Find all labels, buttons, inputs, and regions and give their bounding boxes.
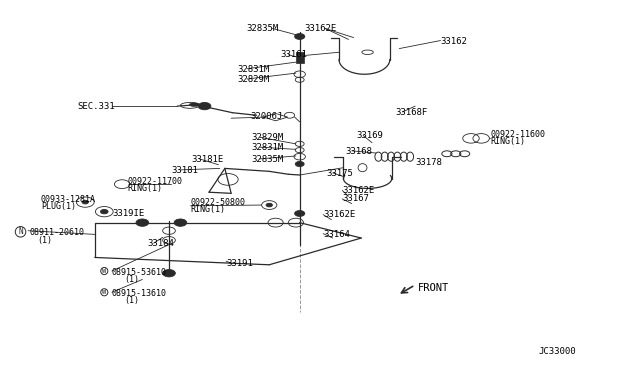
Text: 33168: 33168 xyxy=(346,147,372,156)
Text: PLUG(1): PLUG(1) xyxy=(41,202,76,211)
Text: 08915-53610: 08915-53610 xyxy=(112,267,167,277)
Text: (1): (1) xyxy=(125,275,140,284)
Text: 33181: 33181 xyxy=(171,166,198,175)
Text: 32829M: 32829M xyxy=(252,133,284,142)
Text: 33161: 33161 xyxy=(281,50,308,59)
Circle shape xyxy=(174,219,187,226)
Text: 3319IE: 3319IE xyxy=(112,209,144,218)
Text: 08915-13610: 08915-13610 xyxy=(112,289,167,298)
Text: (1): (1) xyxy=(38,236,52,245)
Text: FRONT: FRONT xyxy=(419,283,449,293)
Text: JC33000: JC33000 xyxy=(539,347,577,356)
Circle shape xyxy=(295,161,304,167)
Text: 32831M: 32831M xyxy=(237,65,270,74)
Circle shape xyxy=(198,102,211,110)
Text: 00922-11600: 00922-11600 xyxy=(490,130,545,139)
Text: RING(1): RING(1) xyxy=(490,137,525,146)
Bar xyxy=(296,52,303,63)
Text: 32835M: 32835M xyxy=(247,24,279,33)
Text: 33162E: 33162E xyxy=(342,186,374,195)
Text: 33169: 33169 xyxy=(356,131,383,140)
Text: 00922-50800: 00922-50800 xyxy=(191,198,246,207)
Text: 33178: 33178 xyxy=(415,158,442,167)
Text: 33184: 33184 xyxy=(147,240,174,248)
Text: 08911-20610: 08911-20610 xyxy=(29,228,84,237)
Text: 32835M: 32835M xyxy=(252,155,284,164)
Text: 33167: 33167 xyxy=(342,194,369,203)
Circle shape xyxy=(136,219,148,226)
Text: 32831M: 32831M xyxy=(252,143,284,152)
Text: RING(1): RING(1) xyxy=(127,184,162,193)
Text: 33162: 33162 xyxy=(440,37,467,46)
Circle shape xyxy=(294,211,305,217)
Text: 33168F: 33168F xyxy=(395,108,427,117)
Text: 33162E: 33162E xyxy=(323,210,355,219)
Text: 33175: 33175 xyxy=(326,169,353,178)
Text: (1): (1) xyxy=(125,296,140,305)
Text: 33191: 33191 xyxy=(226,259,253,268)
Text: 32006J: 32006J xyxy=(250,112,282,121)
Circle shape xyxy=(100,209,108,214)
Text: SEC.331: SEC.331 xyxy=(77,102,115,110)
Circle shape xyxy=(82,200,88,204)
Text: N: N xyxy=(18,227,23,236)
Circle shape xyxy=(163,270,175,277)
Circle shape xyxy=(294,33,305,39)
Text: 32829M: 32829M xyxy=(237,75,270,84)
Text: W: W xyxy=(102,289,106,295)
Text: RING(1): RING(1) xyxy=(191,205,225,214)
Text: 33164: 33164 xyxy=(323,230,350,239)
Text: W: W xyxy=(102,268,106,274)
Text: 33162E: 33162E xyxy=(304,24,336,33)
Ellipse shape xyxy=(189,103,200,106)
Text: 00933-1281A: 00933-1281A xyxy=(41,195,96,205)
Text: 00922-11700: 00922-11700 xyxy=(127,177,182,186)
Text: 33181E: 33181E xyxy=(192,155,224,164)
Circle shape xyxy=(266,203,273,207)
